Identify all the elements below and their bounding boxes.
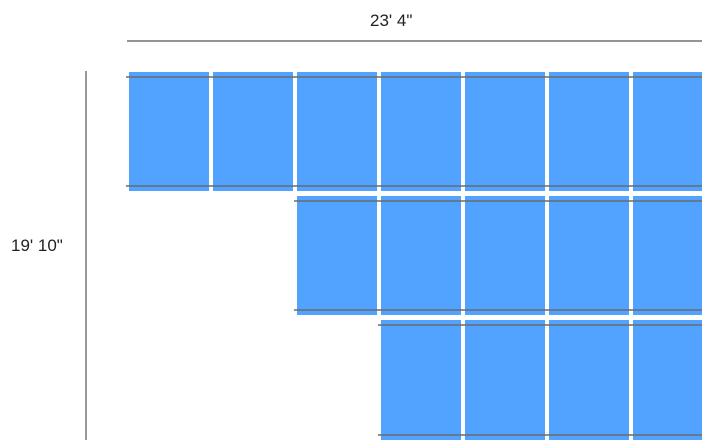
panel-grid	[126, 72, 702, 440]
solar-panel	[297, 196, 377, 315]
width-dimension-label: 23' 4"	[370, 11, 413, 30]
solar-panel	[297, 72, 377, 191]
solar-panel	[633, 72, 702, 191]
solar-panel	[381, 72, 461, 191]
solar-panel	[465, 320, 545, 440]
height-dimension-label: 19' 10"	[11, 236, 63, 255]
solar-panel	[381, 196, 461, 315]
solar-panel	[633, 196, 702, 315]
solar-panel	[465, 196, 545, 315]
solar-panel	[549, 72, 629, 191]
solar-panel	[633, 320, 702, 440]
solar-panel	[465, 72, 545, 191]
solar-panel	[213, 72, 293, 191]
solar-panel	[549, 196, 629, 315]
solar-panel	[129, 72, 209, 191]
solar-panel	[381, 320, 461, 440]
solar-panel	[549, 320, 629, 440]
